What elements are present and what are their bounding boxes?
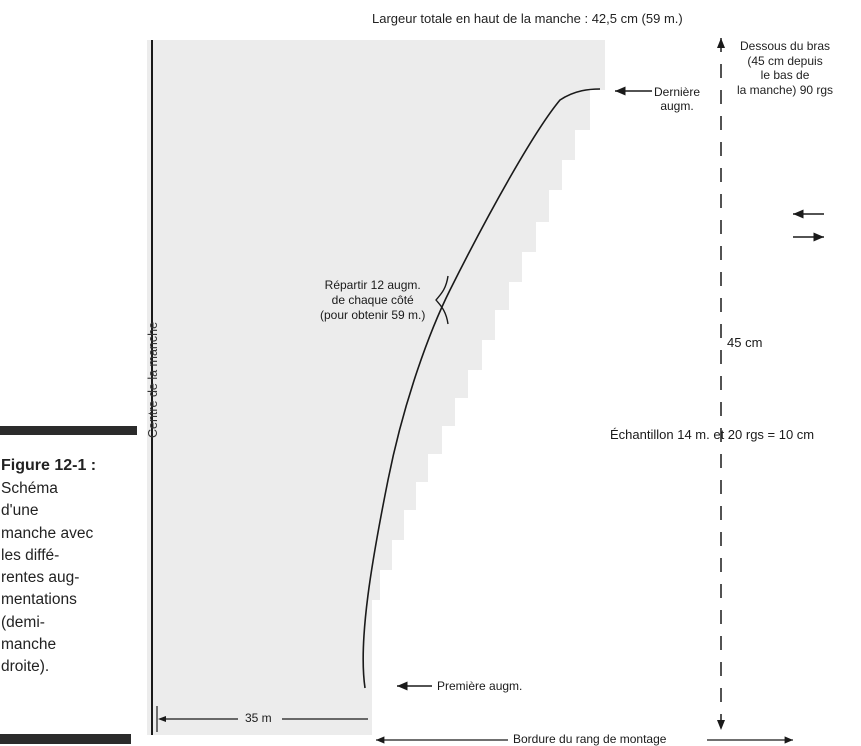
gauge-label: Échantillon 14 m. et 20 rgs = 10 cm: [610, 427, 815, 442]
spread-increases-line: (pour obtenir 59 m.): [320, 308, 426, 322]
caption-bottom-bar: [0, 734, 131, 744]
figure-number: Figure 12-1 :: [1, 457, 97, 474]
increase-brace: [435, 275, 449, 325]
figure-caption: Schéma d'une manche avec les diffé- rent…: [1, 478, 123, 679]
first-increase-label: Première augm.: [437, 679, 523, 693]
below-armhole-label: Dessous du bras (45 cm depuis le bas de …: [737, 39, 833, 97]
sleeve-center-label: Centre de la manche: [146, 321, 160, 439]
spread-increases-line: de chaque côté: [331, 293, 414, 307]
sleeve-shape: [147, 40, 605, 735]
caption-line: rentes aug-: [1, 569, 80, 587]
caption-line: manche: [1, 636, 57, 654]
spread-increases-label: Répartir 12 augm. de chaque côté (pour o…: [320, 278, 425, 323]
caption-line: Schéma: [1, 480, 58, 497]
below-armhole-line: la manche) 90 rgs: [737, 82, 834, 97]
increase-curve: [362, 88, 601, 689]
base-width-label: 35 m: [245, 711, 272, 725]
caption-line: droite).: [1, 658, 50, 676]
length-label: 45 cm: [727, 335, 763, 350]
below-armhole-line: (45 cm depuis: [747, 53, 823, 68]
caption-line: (demi-: [1, 613, 45, 631]
caption-line: d'une: [1, 502, 39, 520]
length-bottom-arrowhead: [717, 720, 725, 730]
caption-line: les diffé-: [1, 546, 60, 564]
last-increase-label: Dernière augm.: [654, 85, 700, 113]
top-width-label: Largeur totale en haut de la manche : 42…: [372, 11, 683, 26]
last-increase-line: Dernière: [654, 85, 701, 99]
caption-line: manche avec: [1, 524, 94, 542]
below-armhole-line: Dessous du bras: [740, 39, 831, 53]
cast-on-edge-label: Bordure du rang de montage: [513, 732, 667, 746]
caption-line: mentations: [1, 591, 77, 609]
below-armhole-line: le bas de: [760, 68, 810, 83]
caption-top-bar: [0, 426, 137, 435]
length-top-arrowhead: [717, 38, 725, 48]
last-increase-line: augm.: [660, 99, 694, 113]
spread-increases-line: Répartir 12 augm.: [324, 278, 421, 292]
base-width-left-arrowhead: [158, 716, 166, 722]
